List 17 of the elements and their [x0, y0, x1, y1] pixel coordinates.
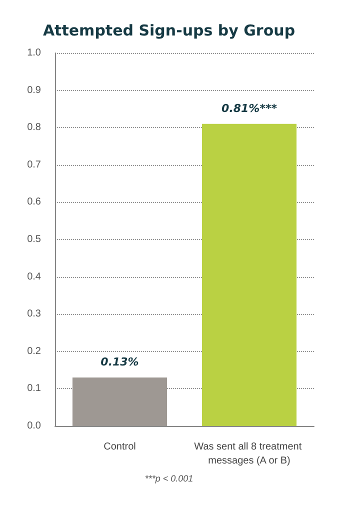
y-tick-label: 0.5 — [27, 234, 42, 245]
y-tick-label: 1.0 — [27, 48, 42, 58]
y-tick-label: 0.4 — [27, 271, 42, 282]
y-tick-label: 0.8 — [27, 122, 42, 134]
y-tick-label: 0.3 — [27, 308, 42, 320]
y-tick-label: 0.9 — [27, 84, 42, 96]
chart-title: Attempted Sign-ups by Group — [42, 22, 296, 40]
data-label: 0.81%*** — [222, 102, 278, 115]
y-tick-label: 0.0 — [27, 420, 42, 432]
y-tick-label: 0.1 — [27, 383, 42, 394]
y-tick-label: 0.7 — [27, 159, 42, 170]
y-tick-label: 0.2 — [27, 346, 42, 357]
data-label: 0.13% — [100, 356, 139, 369]
x-tick-label: Control — [104, 442, 136, 452]
x-tick-label: Was sent all 8 treatment messages (A or B) — [194, 442, 304, 466]
y-tick-label: 0.6 — [27, 196, 42, 208]
text: ***p < 0.001 — [144, 474, 194, 484]
